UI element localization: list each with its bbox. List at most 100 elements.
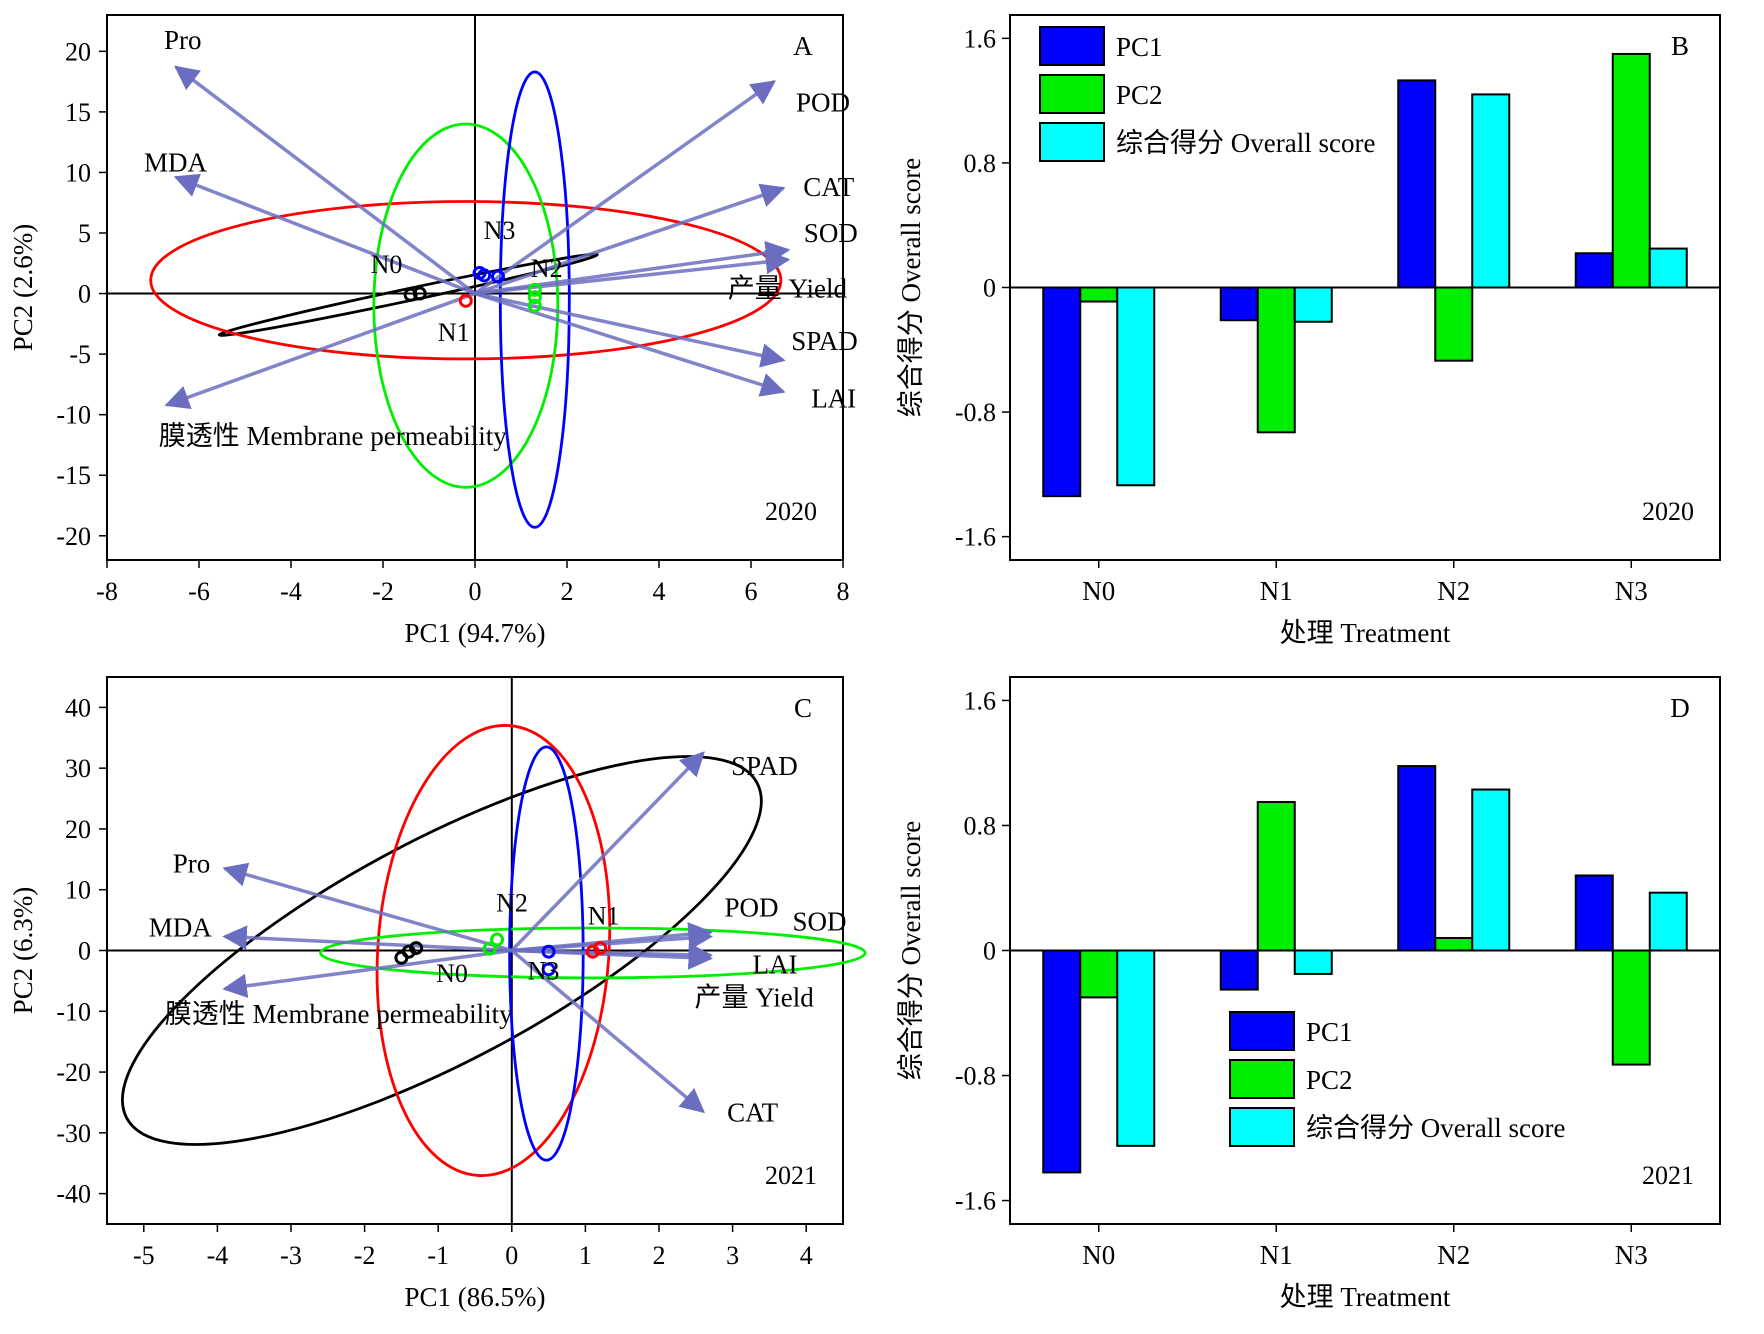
loading-label: 产量 Yield [695,982,815,1012]
loading-arrow-0 [510,751,705,952]
y-tick-label: -1.6 [955,1187,996,1216]
y-tick-label: 10 [65,876,91,905]
bar-PC1-N1 [1219,949,1259,991]
y-tick-label: 1.6 [964,686,997,715]
loading-label: MDA [149,913,213,943]
x-tick-label: -4 [207,1241,229,1270]
x-tick-label: 4 [653,577,666,606]
bar-综合得分 Overall score-N2 [1471,93,1511,289]
sample-point-N2 [527,298,542,313]
loading-arrow-1 [222,862,513,953]
bar-综合得分 Overall score-N3 [1648,891,1688,952]
loading-label: 膜透性 Membrane permeability [159,421,507,451]
bar-综合得分 Overall score-N0 [1116,949,1156,1147]
loading-arrow-6 [511,945,713,970]
legend-swatch-1 [1229,1059,1295,1099]
legend-label: 综合得分 Overall score [1306,1113,1565,1143]
y-tick-label: 10 [65,158,91,187]
bar-PC2-N1 [1256,801,1296,952]
x-tick-label: 2 [653,1241,666,1270]
bar-综合得分 Overall score-N1 [1293,286,1333,323]
x-axis-label: PC1 (86.5%) [405,1282,546,1312]
x-tick-label: 4 [800,1241,813,1270]
sample-point-N2 [490,932,505,947]
bar-PC1-N1 [1219,286,1259,322]
loading-label: 膜透性 Membrane permeability [165,999,513,1029]
loading-label: SPAD [791,326,858,356]
loading-label: CAT [803,172,855,202]
y-tick-label: -20 [56,522,91,551]
loading-label: SOD [793,907,847,937]
group-label: N0 [371,250,403,279]
bar-panel-B: -1.6 -0.8 0 0.8 1.6 N0 N1 N2 N3 处理 Treatment 综合得分 … [896,14,1721,648]
x-tick-label: 0 [469,577,482,606]
group-label: N3 [528,957,560,986]
y-tick-label: 0 [983,274,996,303]
x-tick-label: N1 [1260,1240,1293,1270]
group-label: N3 [484,216,516,245]
loading-arrow-8 [510,949,706,1114]
bar-PC1-N0 [1042,286,1082,498]
x-tick-label: 8 [837,577,850,606]
loading-arrow-3 [474,183,786,296]
x-tick-label: N2 [1437,576,1470,606]
panel-letter: C [794,693,812,723]
bar-综合得分 Overall score-N1 [1293,949,1333,975]
x-tick-label: -5 [133,1241,155,1270]
loading-arrow-0 [174,65,477,295]
sample-point-N1 [593,941,608,956]
sample-point-N2 [527,282,542,297]
x-axis-label: 处理 Treatment [1280,618,1451,648]
panel-letter: A [793,31,813,61]
y-tick-label: 15 [65,98,91,127]
legend-swatch-2 [1229,1107,1295,1147]
loading-label: CAT [727,1098,779,1128]
group-label: N2 [496,889,528,918]
confidence-ellipse-N1 [149,200,783,361]
bar-综合得分 Overall score-N3 [1648,247,1688,289]
y-tick-label: -0.8 [955,1062,996,1091]
bar-PC2-N3 [1611,52,1651,289]
sample-point-N3 [541,962,556,977]
sample-point-N2 [482,941,497,956]
biplot-panel-C: -5 -4 -3 -2 -1 0 1 2 3 4-40-30-20-10010203040PC1 … [8,676,867,1312]
x-tick-label: -2 [354,1241,376,1270]
loading-label: Pro [164,25,202,55]
y-tick-label: 0.8 [964,149,997,178]
year-label: 2021 [1642,1161,1694,1190]
x-tick-label: N0 [1082,1240,1115,1270]
y-tick-label: 1.6 [964,24,997,53]
loading-arrow-2 [473,80,776,295]
legend-label: PC1 [1306,1017,1353,1047]
loading-label: SOD [804,218,858,248]
panel-letter: B [1671,31,1689,61]
panel-letter: D [1670,693,1690,723]
x-tick-label: 6 [745,577,758,606]
x-tick-label: N0 [1082,576,1115,606]
loading-label: SPAD [731,751,798,781]
loading-label: LAI [753,949,798,979]
y-tick-label: 0 [78,280,91,309]
y-tick-label: -40 [56,1180,91,1209]
legend: PC1 PC2 综合得分 Overall score [1229,1011,1565,1147]
y-tick-label: 5 [78,219,91,248]
sample-point-N2 [527,290,542,305]
confidence-ellipse-N0 [121,755,763,1146]
legend-swatch-1 [1039,74,1105,114]
x-tick-label: 3 [726,1241,739,1270]
x-tick-label: -4 [280,577,302,606]
y-tick-label: 40 [65,693,91,722]
bar-PC2-N1 [1256,286,1296,434]
y-tick-label: -15 [56,461,91,490]
bar-PC1-N3 [1574,874,1614,952]
loading-arrow-6 [474,291,786,368]
year-label: 2021 [765,1161,817,1190]
legend: PC1 PC2 综合得分 Overall score [1039,26,1375,162]
group-label: N1 [588,902,620,931]
x-tick-label: -1 [427,1241,449,1270]
loading-label: POD [725,892,779,922]
y-tick-label: -1.6 [955,523,996,552]
bar-PC1-N2 [1397,79,1437,289]
y-tick-label: -20 [56,1058,91,1087]
